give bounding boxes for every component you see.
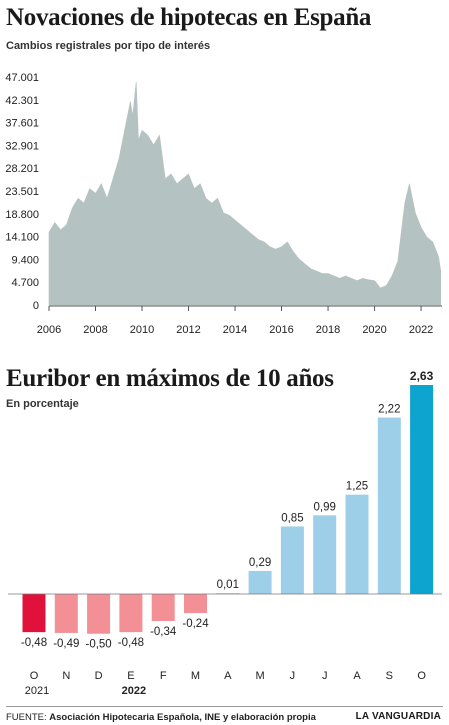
month-label: E — [127, 670, 134, 682]
bar-value-label: -0,48 — [21, 637, 47, 649]
euribor-bar — [216, 593, 240, 594]
chart2-title: Euribor en máximos de 10 años — [6, 365, 334, 392]
x-tick-label: 2006 — [37, 324, 61, 336]
x-tick-label: 2016 — [269, 324, 293, 336]
euribor-bar — [54, 594, 78, 633]
euribor-bar — [248, 570, 272, 594]
month-label: O — [417, 670, 426, 682]
euribor-bar — [22, 594, 46, 633]
y-tick-label: 47.001 — [5, 72, 39, 84]
bar-value-label: -0,24 — [182, 618, 209, 630]
source-text: Asociación Hipotecaria Española, INE y e… — [49, 712, 316, 723]
month-label: J — [290, 670, 296, 682]
month-label: S — [386, 670, 393, 682]
x-tick-label: 2012 — [176, 324, 200, 336]
y-tick-label: 42.301 — [5, 95, 39, 107]
novaciones-area-series — [48, 81, 442, 306]
month-label: N — [62, 670, 70, 682]
y-tick-label: 28.201 — [5, 163, 39, 175]
y-tick-label: 37.601 — [5, 118, 39, 130]
x-tick-label: 2018 — [316, 324, 340, 336]
x-tick-label: 2014 — [223, 324, 247, 336]
month-label: F — [160, 670, 167, 682]
month-label: J — [322, 670, 328, 682]
bar-value-label: -0,50 — [85, 639, 111, 651]
bar-value-label: 0,99 — [314, 501, 336, 513]
euribor-bar — [345, 494, 369, 594]
bar-value-label: -0,49 — [53, 638, 79, 650]
chart1-title: Novaciones de hipotecas en España — [6, 4, 372, 31]
y-tick-label: 18.800 — [5, 209, 39, 221]
x-tick-label: 2020 — [362, 324, 386, 336]
year-label: 2021 — [25, 685, 49, 697]
euribor-bar — [280, 526, 304, 594]
bar-value-label: 0,85 — [281, 512, 303, 524]
month-label: A — [224, 670, 232, 682]
month-label: A — [353, 670, 361, 682]
x-tick-label: 2022 — [409, 324, 433, 336]
chart1-subtitle: Cambios registrales por tipo de interés — [6, 40, 211, 52]
bar-value-label: 0,29 — [249, 557, 271, 569]
mortgage-area-chart: 0 4.700 9.400 14.100 18.800 23.501 28.201 32.90… — [5, 72, 442, 336]
euribor-bar-chart: -0,48 O -0,49 N -0,50 D -0,48 E -0,34 F -0,24 M 0,01… — [8, 369, 442, 697]
bar-value-label: 1,25 — [346, 481, 368, 493]
euribor-bar — [151, 594, 175, 622]
month-label: M — [191, 670, 200, 682]
bar-value-label: 2,63 — [410, 369, 434, 383]
year-label: 2022 — [122, 685, 146, 697]
source-prefix: FUENTE: — [6, 712, 47, 723]
x-tick-label: 2010 — [130, 324, 154, 336]
y-tick-label: 14.100 — [5, 232, 39, 244]
x-tick-label: 2008 — [83, 324, 107, 336]
bar-value-label: 2,22 — [378, 404, 400, 416]
month-label: D — [95, 670, 103, 682]
bar-value-label: -0,34 — [150, 626, 177, 638]
bar-value-label: 0,01 — [217, 579, 239, 591]
chart2-subtitle: En porcentaje — [6, 398, 79, 410]
month-label: O — [30, 670, 39, 682]
euribor-bar — [119, 594, 143, 633]
brand-logo: LA VANGUARDIA — [355, 711, 441, 722]
euribor-bar — [377, 417, 401, 594]
y-tick-label: 4.700 — [11, 277, 39, 289]
euribor-bar — [410, 385, 434, 594]
y-tick-label: 9.400 — [11, 254, 39, 266]
euribor-bar — [87, 594, 111, 634]
footer-divider — [6, 706, 443, 707]
y-tick-label: 0 — [33, 300, 39, 312]
y-tick-label: 23.501 — [5, 186, 39, 198]
bar-value-label: -0,48 — [118, 637, 144, 649]
source-note: FUENTE: Asociación Hipotecaria Española,… — [6, 712, 316, 723]
y-tick-label: 32.901 — [5, 140, 39, 152]
month-label: M — [256, 670, 265, 682]
euribor-bar — [184, 594, 207, 614]
euribor-bar — [313, 515, 337, 594]
